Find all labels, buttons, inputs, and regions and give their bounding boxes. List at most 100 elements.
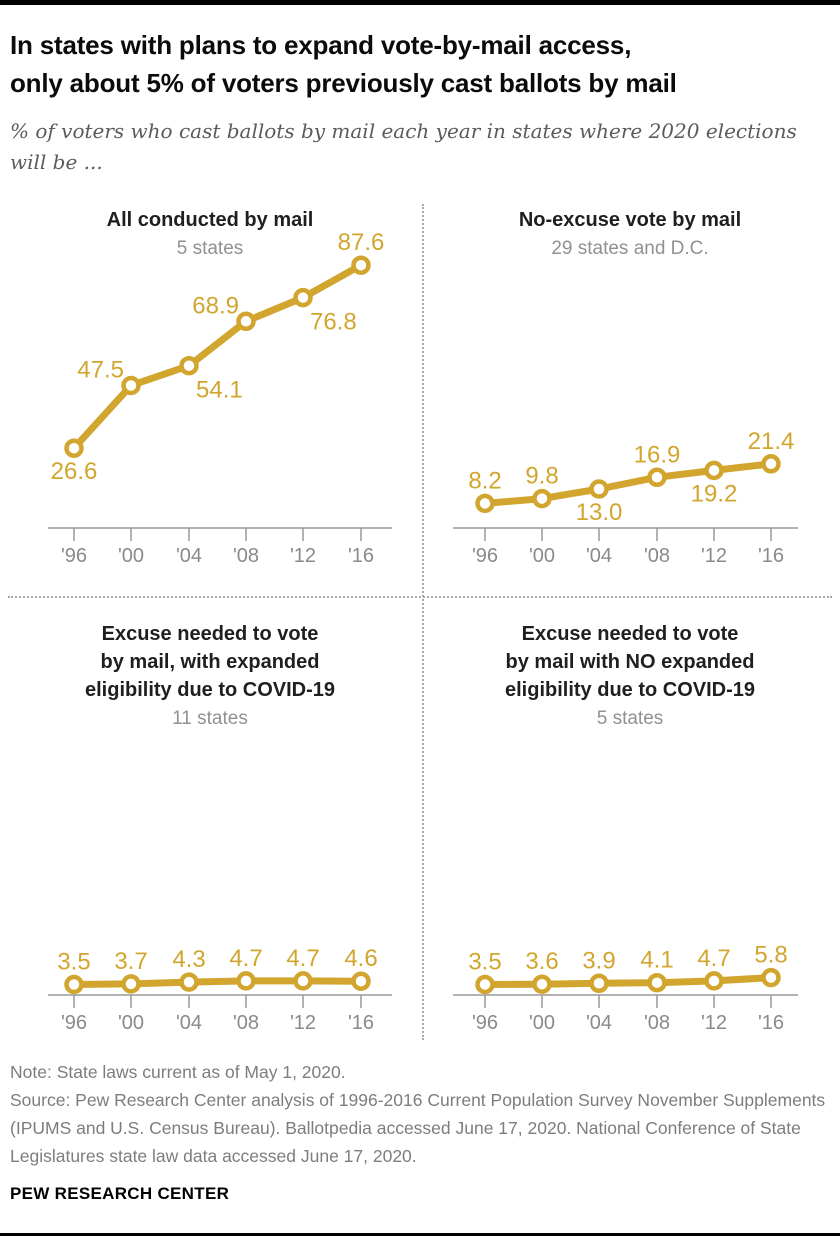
x-tick-label: '04	[176, 545, 202, 567]
bottom-rule	[0, 1233, 840, 1236]
x-tick-label: '00	[529, 545, 555, 567]
data-point-marker	[293, 287, 313, 308]
page-subtitle: % of voters who cast ballots by mail eac…	[10, 116, 832, 178]
page-subtitle-line: will be ...	[10, 150, 103, 174]
page-subtitle-line: % of voters who cast ballots by mail eac…	[10, 119, 797, 143]
line-chart-excuse-with-expanded-eligibility: '96 '00 '04 '08 '12 '16 3.5 3.7 4.3 4.7 4.7 4.6	[48, 945, 392, 1034]
panel-title: Excuse needed to vote by mail, with expa…	[84, 623, 336, 701]
data-point-marker	[647, 972, 667, 993]
horizontal-panel-divider	[8, 596, 832, 598]
data-point-marker	[704, 971, 724, 991]
panel-states-count: 5 states	[596, 708, 664, 729]
panel-title: All conducted by mail	[106, 209, 314, 231]
value-label: 68.9	[192, 292, 239, 319]
page-title: In states with plans to expand vote-by-m…	[10, 26, 832, 102]
panel-excuse-no-expanded-eligibility: Excuse needed to vote by mail with NO ex…	[420, 600, 840, 1045]
value-label: 19.2	[691, 480, 738, 507]
value-label: 21.4	[748, 428, 795, 455]
x-tick-label: '16	[348, 545, 374, 567]
x-tick-label: '04	[586, 545, 612, 567]
value-label: 4.1	[640, 947, 673, 974]
x-tick-label: '12	[701, 545, 727, 567]
data-point-marker	[351, 971, 371, 991]
data-line	[481, 974, 775, 988]
x-tick-label: '12	[701, 1012, 727, 1034]
value-label: 5.8	[754, 942, 787, 969]
panel-no-excuse-vote-by-mail: No-excuse vote by mail 29 states and D.C…	[420, 190, 840, 600]
x-tick-label: '04	[586, 1012, 612, 1034]
panel-states-count: 5 states	[176, 238, 244, 259]
vertical-panel-divider	[422, 204, 424, 1040]
x-tick-label: '00	[529, 1012, 555, 1034]
data-point-marker	[475, 493, 495, 514]
panel-all-conducted-by-mail: All conducted by mail 5 states '96 '00 '04…	[0, 190, 420, 600]
x-tick-label: '12	[290, 1012, 316, 1034]
note-text: Note: State laws current as of May 1, 20…	[10, 1062, 346, 1082]
x-tick-label: '96	[472, 1012, 498, 1034]
value-label: 47.5	[77, 357, 124, 384]
x-tick-label: '08	[644, 1012, 670, 1034]
data-point-marker	[179, 972, 199, 992]
x-tick-label: '96	[61, 1012, 87, 1034]
value-label: 3.6	[525, 948, 558, 975]
x-tick-label: '16	[758, 545, 784, 567]
x-tick-label: '12	[290, 545, 316, 567]
value-label: 4.7	[286, 945, 319, 972]
data-point-marker	[761, 967, 781, 988]
x-tick-label: '08	[644, 545, 670, 567]
footer-brand: PEW RESEARCH CENTER	[10, 1184, 230, 1203]
source-text: Source: Pew Research Center analysis of …	[10, 1090, 826, 1166]
footnotes: Note: State laws current as of May 1, 20…	[10, 1058, 834, 1170]
value-label: 3.5	[468, 949, 501, 976]
x-tick-label: '96	[472, 545, 498, 567]
data-point-marker	[475, 974, 495, 995]
page-title-line: In states with plans to expand vote-by-m…	[10, 30, 632, 60]
data-point-marker	[761, 454, 781, 474]
value-label: 8.2	[468, 467, 501, 494]
x-tick-label: '08	[233, 545, 259, 567]
value-label: 16.9	[634, 441, 681, 468]
x-tick-label: '16	[348, 1012, 374, 1034]
value-label: 4.3	[172, 946, 205, 973]
data-point-marker	[179, 355, 199, 376]
data-point-marker	[121, 974, 141, 994]
line-chart-excuse-no-expanded-eligibility: '96 '00 '04 '08 '12 '16 3.5 3.6 3.9 4.1 4.7 5.8	[453, 942, 798, 1034]
page-title-line: only about 5% of voters previously cast …	[10, 68, 677, 98]
value-label: 54.1	[196, 377, 243, 404]
value-label: 3.5	[57, 949, 90, 976]
line-chart-all-conducted-by-mail: '96 '00 '04 '08 '12 '16 26.6 47.5 54.1 68.9 76.8 87…	[48, 229, 392, 567]
value-label: 4.6	[344, 945, 377, 972]
panel-title: No-excuse vote by mail	[518, 209, 742, 231]
x-tick-label: '04	[176, 1012, 202, 1034]
data-line	[70, 261, 365, 452]
panel-states-count: 11 states	[172, 708, 248, 729]
panel-title: Excuse needed to vote by mail with NO ex…	[504, 623, 756, 701]
data-point-marker	[121, 375, 141, 396]
data-point-marker	[293, 971, 313, 991]
top-rule	[0, 0, 840, 5]
value-label: 3.7	[114, 948, 147, 975]
panel-states-count: 29 states and D.C.	[551, 238, 709, 259]
data-point-marker	[532, 488, 552, 509]
x-tick-label: '96	[61, 545, 87, 567]
value-label: 4.7	[229, 945, 262, 972]
line-chart-no-excuse-vote-by-mail: '96 '00 '04 '08 '12 '16 8.2 9.8 13.0 16.9 19.2 21.4	[453, 428, 798, 567]
value-label: 13.0	[576, 499, 623, 526]
panel-excuse-with-expanded-eligibility: Excuse needed to vote by mail, with expa…	[0, 600, 420, 1045]
x-tick-label: '16	[758, 1012, 784, 1034]
value-label: 87.6	[338, 229, 385, 256]
data-point-marker	[647, 467, 667, 488]
data-point-marker	[236, 971, 256, 991]
data-point-marker	[589, 479, 609, 499]
data-line	[70, 977, 365, 988]
report-header: In states with plans to expand vote-by-m…	[10, 26, 832, 178]
x-tick-label: '00	[118, 1012, 144, 1034]
value-label: 3.9	[582, 947, 615, 974]
value-label: 4.7	[697, 945, 730, 972]
data-point-marker	[351, 255, 371, 275]
data-point-marker	[64, 974, 84, 995]
data-point-marker	[64, 438, 84, 458]
x-tick-label: '00	[118, 545, 144, 567]
data-point-marker	[532, 974, 552, 994]
data-point-marker	[236, 311, 256, 332]
